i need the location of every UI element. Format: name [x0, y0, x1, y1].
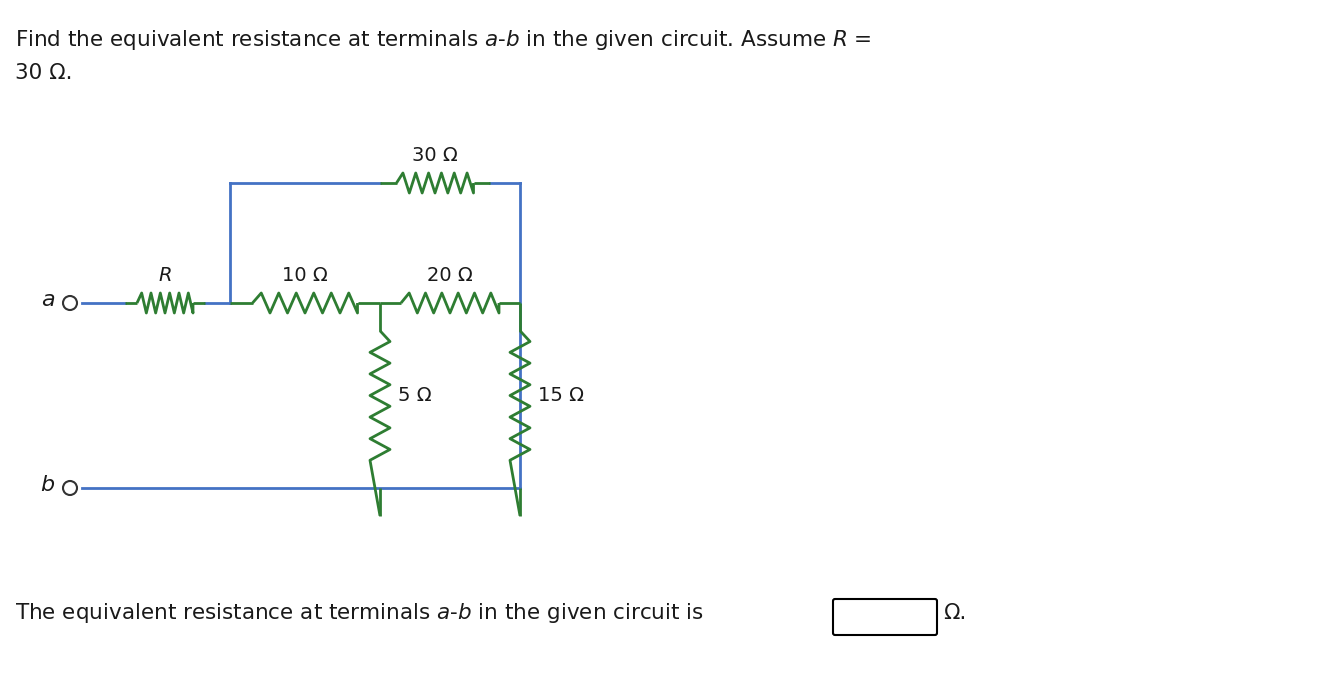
Text: Ω.: Ω.: [943, 603, 966, 623]
Text: $a$: $a$: [41, 290, 56, 310]
FancyBboxPatch shape: [833, 599, 937, 635]
Text: 5 Ω: 5 Ω: [398, 386, 431, 405]
Text: The equivalent resistance at terminals $a$-$b$ in the given circuit is: The equivalent resistance at terminals $…: [15, 601, 703, 625]
Text: 30 Ω: 30 Ω: [412, 146, 457, 165]
Text: 10 Ω: 10 Ω: [282, 266, 328, 285]
Text: 30 Ω.: 30 Ω.: [15, 63, 73, 83]
Text: 15 Ω: 15 Ω: [538, 386, 584, 405]
Text: 20 Ω: 20 Ω: [427, 266, 473, 285]
Text: $b$: $b$: [40, 475, 56, 495]
Text: Find the equivalent resistance at terminals $a$-$b$ in the given circuit. Assume: Find the equivalent resistance at termin…: [15, 28, 871, 52]
Text: $R$: $R$: [159, 266, 172, 285]
